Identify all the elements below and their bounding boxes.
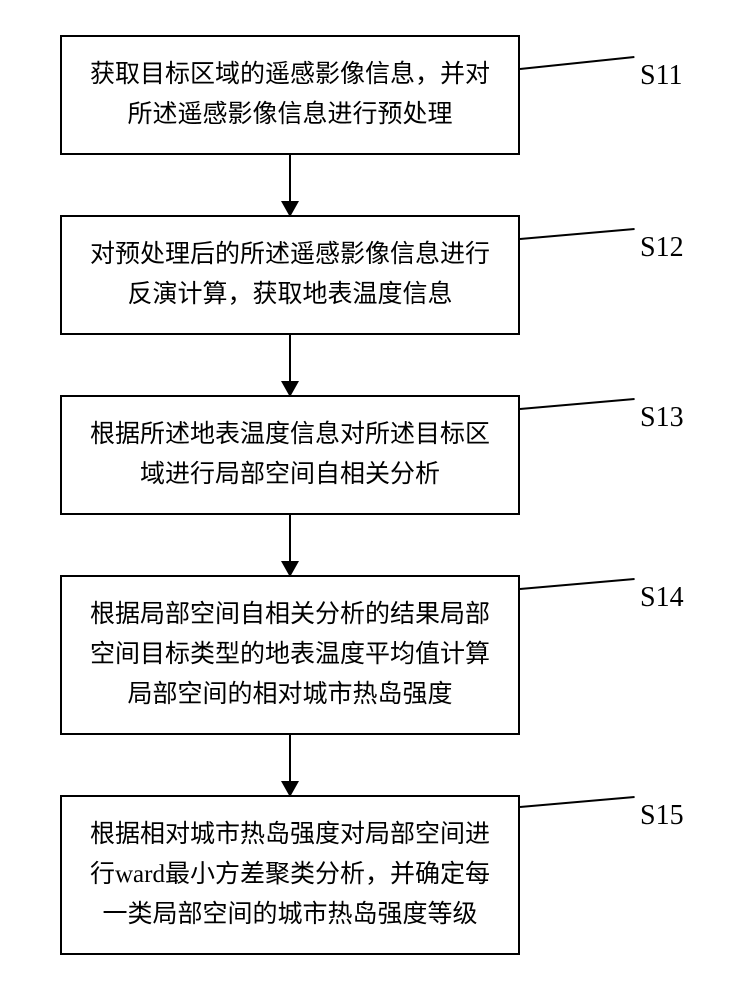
step-label-1: S11	[640, 60, 683, 92]
arrow-icon	[289, 335, 291, 395]
step-label-5: S15	[640, 800, 684, 832]
label-text: S11	[640, 60, 683, 91]
connector-3	[520, 398, 635, 410]
arrow-2	[60, 335, 520, 395]
flow-step-3: 根据所述地表温度信息对所述目标区域进行局部空间自相关分析	[60, 395, 520, 515]
flow-step-2: 对预处理后的所述遥感影像信息进行反演计算，获取地表温度信息	[60, 215, 520, 335]
connector-2	[520, 228, 635, 240]
flow-step-1: 获取目标区域的遥感影像信息，并对所述遥感影像信息进行预处理	[60, 35, 520, 155]
label-text: S15	[640, 800, 684, 831]
connector-4	[520, 578, 635, 590]
step-text: 获取目标区域的遥感影像信息，并对所述遥感影像信息进行预处理	[90, 61, 490, 128]
flow-step-5: 根据相对城市热岛强度对局部空间进行ward最小方差聚类分析，并确定每一类局部空间…	[60, 795, 520, 955]
arrow-4	[60, 735, 520, 795]
step-label-3: S13	[640, 402, 684, 434]
connector-1	[520, 56, 635, 70]
label-text: S12	[640, 232, 684, 263]
step-label-2: S12	[640, 232, 684, 264]
arrow-icon	[289, 735, 291, 795]
arrow-1	[60, 155, 520, 215]
label-text: S14	[640, 582, 684, 613]
arrow-icon	[289, 515, 291, 575]
step-text: 对预处理后的所述遥感影像信息进行反演计算，获取地表温度信息	[90, 241, 490, 308]
flowchart-container: 获取目标区域的遥感影像信息，并对所述遥感影像信息进行预处理 对预处理后的所述遥感…	[60, 35, 520, 955]
connector-5	[520, 796, 635, 808]
step-text: 根据所述地表温度信息对所述目标区域进行局部空间自相关分析	[90, 421, 490, 488]
flow-step-4: 根据局部空间自相关分析的结果局部空间目标类型的地表温度平均值计算局部空间的相对城…	[60, 575, 520, 735]
arrow-3	[60, 515, 520, 575]
arrow-icon	[289, 155, 291, 215]
label-text: S13	[640, 402, 684, 433]
step-label-4: S14	[640, 582, 684, 614]
step-text: 根据相对城市热岛强度对局部空间进行ward最小方差聚类分析，并确定每一类局部空间…	[90, 821, 490, 928]
step-text: 根据局部空间自相关分析的结果局部空间目标类型的地表温度平均值计算局部空间的相对城…	[90, 601, 490, 708]
